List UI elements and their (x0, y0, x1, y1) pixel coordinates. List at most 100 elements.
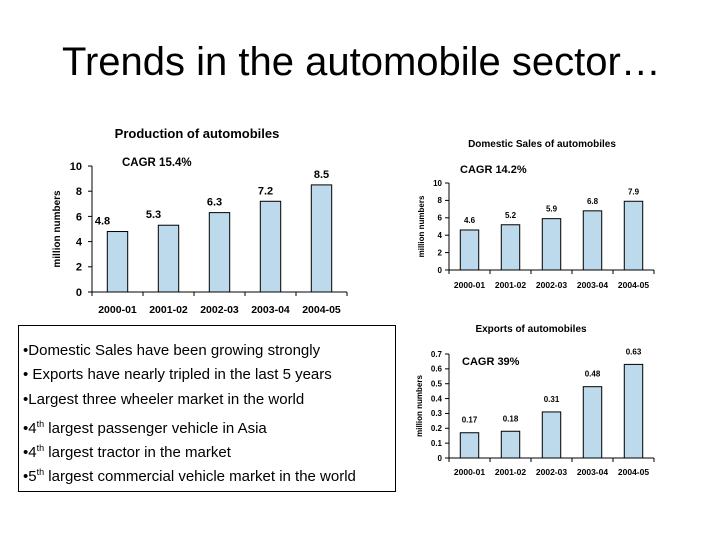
x-tick-label: 2002-03 (536, 467, 567, 477)
data-label: 8.5 (314, 169, 329, 181)
x-tick-label: 2003-04 (577, 280, 608, 290)
bullet-ordinal-suffix: th (36, 467, 45, 478)
bar (500, 224, 521, 271)
bar (623, 363, 644, 459)
data-label: 0.18 (503, 414, 519, 423)
bullet-text: Domestic Sales have been growing strongl… (28, 342, 321, 359)
cagr-annotation: CAGR 39% (462, 356, 520, 368)
x-tick-label: 2003-04 (251, 304, 290, 316)
y-tick-label: 0.1 (431, 439, 443, 448)
slide-title: Trends in the automobile sector… (62, 40, 661, 84)
y-tick-label: 0 (438, 266, 443, 275)
x-tick-label: 2003-04 (577, 467, 608, 477)
bar (582, 386, 603, 459)
bar (106, 231, 129, 293)
x-tick-label: 2001-02 (495, 467, 526, 477)
y-tick-label: 0.3 (431, 409, 443, 418)
bar (157, 224, 180, 293)
data-label: 7.9 (628, 187, 640, 196)
bullet-item: •5th largest commercial vehicle market i… (23, 463, 395, 487)
data-label: 0.48 (585, 370, 601, 379)
data-label: 6.8 (587, 197, 599, 206)
data-label: 0.63 (626, 347, 642, 356)
bullet-item: • Exports have nearly tripled in the las… (23, 366, 395, 390)
bullet-marker: • (23, 390, 29, 408)
bullet-item: •Largest three wheeler market in the wor… (23, 391, 395, 415)
y-tick-label: 0.6 (431, 365, 443, 374)
x-tick-label: 2004-05 (302, 304, 341, 316)
y-tick-label: 6 (438, 214, 443, 223)
chart-title: Domestic Sales of automobiles (468, 139, 616, 150)
y-axis-label: million numbers (417, 195, 426, 257)
bar (623, 200, 644, 271)
x-tick-label: 2001-02 (149, 304, 188, 316)
chart-title: Production of automobiles (115, 126, 280, 141)
bullet-ordinal-suffix: th (36, 443, 45, 454)
domestic-sales-chart: Domestic Sales of automobiles CAGR 14.2% m… (417, 139, 655, 290)
bullet-marker: • (23, 419, 29, 437)
cagr-annotation: CAGR 15.4% (122, 157, 192, 169)
bullet-ordinal-suffix: th (36, 418, 45, 429)
bullet-text: 5 (28, 468, 37, 486)
bullet-item: •4th largest passenger vehicle in Asia (23, 415, 395, 439)
cagr-annotation: CAGR 14.2% (460, 164, 527, 176)
x-tick-label: 2000-01 (98, 304, 137, 316)
bar (259, 200, 282, 293)
y-tick-label: 8 (438, 196, 443, 205)
y-tick-label: 0 (438, 454, 443, 463)
data-label: 6.3 (207, 197, 222, 209)
key-points-box: •Domestic Sales have been growing strong… (18, 325, 396, 492)
data-label: 5.3 (146, 209, 161, 221)
bullet-text: Largest three wheeler market in the worl… (28, 390, 305, 408)
y-tick-label: 4 (76, 236, 83, 248)
bullet-marker: • (23, 468, 29, 486)
y-tick-label: 0 (76, 287, 82, 299)
data-label: 5.9 (546, 205, 558, 214)
production-chart: Production of automobiles CAGR 15.4% milli… (52, 126, 348, 316)
y-tick-label: 6 (76, 211, 82, 223)
data-label: 4.8 (95, 216, 110, 228)
bar (582, 210, 603, 271)
x-tick-label: 2000-01 (454, 467, 485, 477)
x-tick-label: 2002-03 (200, 304, 239, 316)
data-label: 5.2 (505, 211, 517, 220)
bar (541, 218, 562, 271)
exports-chart: Exports of automobiles CAGR 39% million nu… (415, 324, 655, 477)
chart-title: Exports of automobiles (475, 324, 587, 335)
data-label: 7.2 (258, 185, 273, 197)
data-label: 4.6 (464, 216, 476, 225)
bullet-item: •4th largest tractor in the market (23, 439, 395, 463)
y-tick-label: 2 (438, 248, 443, 257)
bar (459, 432, 480, 459)
bar (541, 411, 562, 459)
x-tick-label: 2001-02 (495, 280, 526, 290)
bullet-text: 4 (28, 419, 37, 437)
bullet-text-rest: largest commercial vehicle market in the… (44, 468, 356, 486)
y-tick-label: 0.4 (431, 394, 443, 403)
bar (500, 430, 521, 459)
bar (208, 212, 231, 293)
y-tick-label: 2 (76, 262, 82, 274)
y-tick-label: 0.5 (431, 380, 443, 389)
bar (459, 229, 480, 271)
bullet-marker: • (23, 342, 29, 359)
x-tick-label: 2002-03 (536, 280, 567, 290)
bullet-text: 4 (28, 444, 37, 462)
bullet-marker: • (23, 444, 29, 462)
x-tick-label: 2000-01 (454, 280, 485, 290)
x-tick-label: 2004-05 (618, 280, 649, 290)
y-tick-label: 0.2 (431, 424, 443, 433)
y-tick-label: 4 (438, 231, 443, 240)
bullet-text: Exports have nearly tripled in the last … (28, 366, 332, 384)
y-tick-label: 0.7 (431, 350, 443, 359)
y-tick-label: 10 (433, 179, 442, 188)
bullet-item: •Domestic Sales have been growing strong… (23, 342, 395, 366)
bullet-text-rest: largest tractor in the market (44, 444, 231, 462)
data-label: 0.31 (544, 395, 560, 404)
bullet-marker: • (23, 366, 29, 384)
y-axis-label: million numbers (415, 375, 424, 437)
y-tick-label: 10 (70, 161, 82, 173)
bullet-text-rest: largest passenger vehicle in Asia (44, 419, 267, 437)
y-tick-label: 8 (76, 186, 82, 198)
y-axis-label: million numbers (52, 190, 63, 268)
